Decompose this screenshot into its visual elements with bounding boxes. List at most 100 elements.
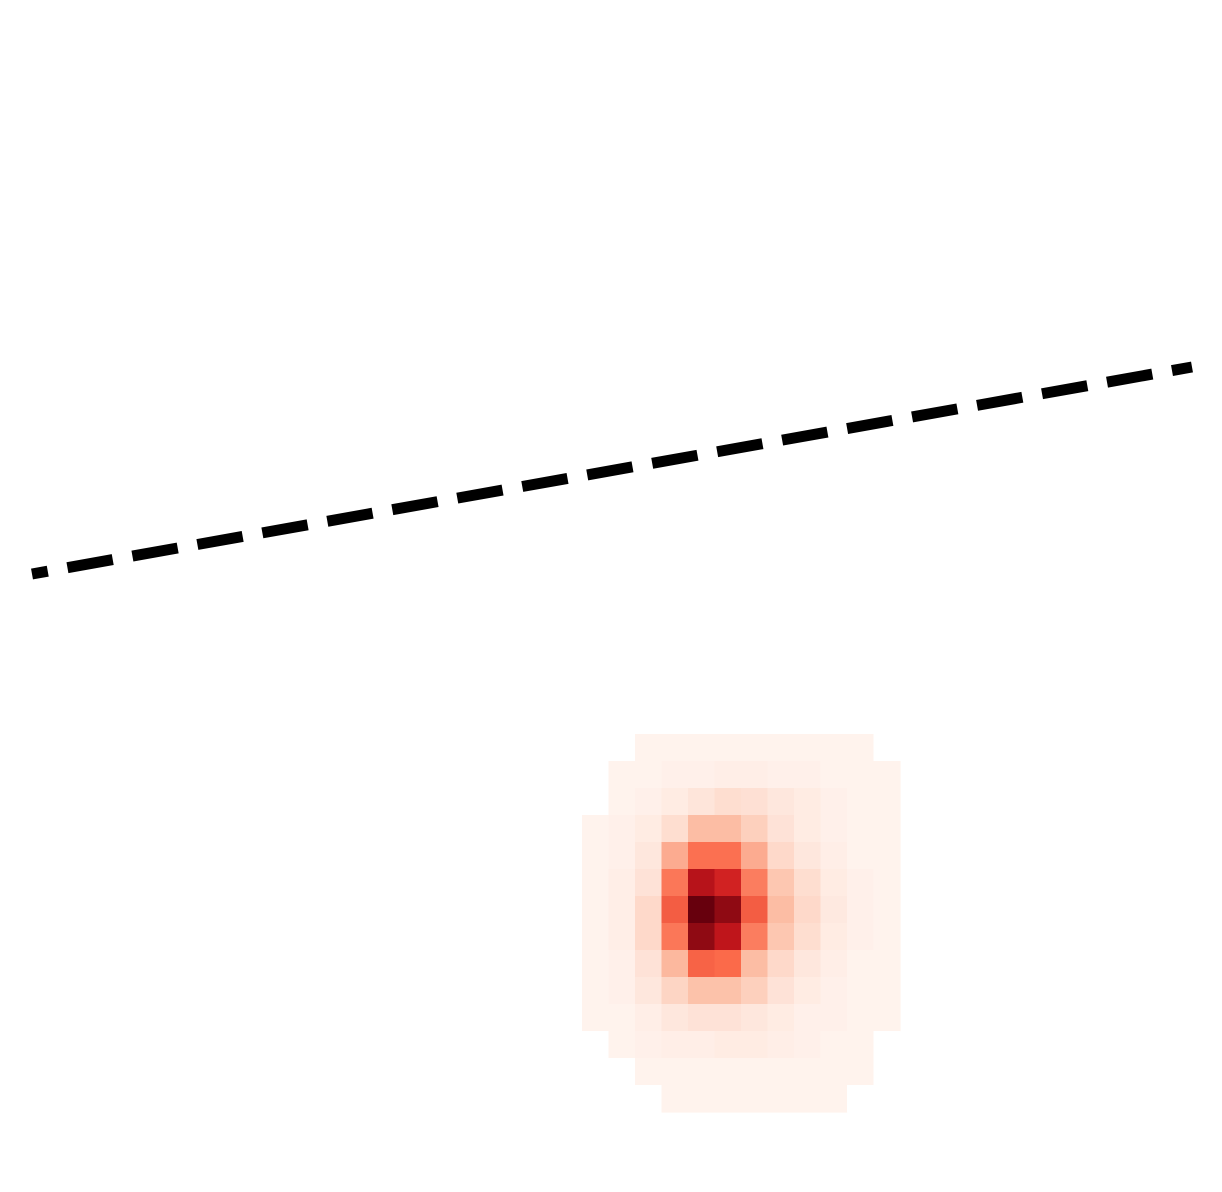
heatmap-cell — [767, 977, 795, 1005]
heatmap-cell — [820, 869, 848, 897]
heatmap-cell — [767, 761, 795, 789]
heatmap-cell — [582, 1004, 610, 1032]
heatmap-cell — [608, 896, 636, 924]
heatmap-cell — [794, 1004, 822, 1032]
heatmap-cell — [661, 734, 689, 762]
heatmap-cell — [661, 869, 689, 897]
heatmap-cell — [608, 842, 636, 870]
heatmap-cell — [794, 842, 822, 870]
heatmap-cell — [688, 734, 716, 762]
heatmap-cell — [688, 842, 716, 870]
heatmap-cell — [635, 1058, 663, 1086]
heatmap-cell — [688, 896, 716, 924]
heatmap-cell — [767, 815, 795, 843]
heatmap-cell — [820, 1058, 848, 1086]
heatmap-cell — [741, 1085, 769, 1113]
heatmap-cell — [767, 734, 795, 762]
heatmap-cell — [767, 842, 795, 870]
heatmap-cell — [635, 761, 663, 789]
heatmap-cell — [688, 950, 716, 978]
heatmap-cell — [847, 815, 875, 843]
heatmap-cell — [794, 734, 822, 762]
heatmap-cell — [661, 815, 689, 843]
heatmap-cell — [714, 815, 742, 843]
heatmap-cell — [582, 923, 610, 951]
heatmap-cell — [714, 842, 742, 870]
heatmap-cell — [794, 869, 822, 897]
heatmap-cell — [635, 734, 663, 762]
heatmap-cell — [582, 761, 610, 789]
heatmap-cell — [582, 815, 610, 843]
heatmap-cell — [582, 788, 610, 816]
heatmap-cell — [820, 842, 848, 870]
heatmap-cell — [767, 1004, 795, 1032]
heatmap-cell — [767, 923, 795, 951]
heatmap-cell — [582, 896, 610, 924]
heatmap-cell — [635, 788, 663, 816]
heatmap-cell — [767, 1058, 795, 1086]
heatmap-cell — [635, 923, 663, 951]
heatmap-cell — [873, 923, 901, 951]
heatmap-cell — [767, 1085, 795, 1113]
heatmap-cell — [847, 1085, 875, 1113]
heatmap-cell — [820, 1004, 848, 1032]
heatmap-cell — [847, 1031, 875, 1059]
heatmap-cell — [847, 869, 875, 897]
heatmap-cell — [635, 1004, 663, 1032]
heatmap-cell — [794, 923, 822, 951]
heatmap-cell — [741, 842, 769, 870]
heatmap-cell — [582, 734, 610, 762]
heatmap-cell — [608, 1058, 636, 1086]
heatmap-cell — [714, 1085, 742, 1113]
heatmap-cell — [873, 869, 901, 897]
heatmap-cell — [794, 1085, 822, 1113]
heatmap — [582, 734, 901, 1113]
heatmap-cell — [873, 734, 901, 762]
heatmap-cell — [582, 950, 610, 978]
heatmap-cell — [767, 950, 795, 978]
heatmap-cell — [847, 923, 875, 951]
heatmap-cell — [847, 842, 875, 870]
heatmap-cell — [847, 788, 875, 816]
heatmap-cell — [873, 1004, 901, 1032]
heatmap-cell — [820, 734, 848, 762]
heatmap-cell — [582, 842, 610, 870]
heatmap-cell — [873, 896, 901, 924]
heatmap-cell — [608, 734, 636, 762]
heatmap-cell — [635, 1085, 663, 1113]
heatmap-cell — [714, 950, 742, 978]
heatmap-cell — [661, 896, 689, 924]
heatmap-cell — [794, 1031, 822, 1059]
heatmap-cell — [661, 1004, 689, 1032]
heatmap-cell — [847, 761, 875, 789]
heatmap-cell — [688, 761, 716, 789]
dashed-line-series — [31, 361, 1193, 580]
heatmap-cell — [661, 1031, 689, 1059]
heatmap-cell — [794, 977, 822, 1005]
heatmap-cell — [661, 977, 689, 1005]
heatmap-cell — [873, 977, 901, 1005]
heatmap-cell — [635, 977, 663, 1005]
heatmap-cell — [688, 815, 716, 843]
heatmap-cell — [688, 977, 716, 1005]
heatmap-cell — [741, 977, 769, 1005]
heatmap-cell — [582, 1031, 610, 1059]
heatmap-cell — [582, 869, 610, 897]
heatmap-cell — [608, 869, 636, 897]
heatmap-cell — [661, 950, 689, 978]
heatmap-cell — [741, 923, 769, 951]
heatmap-cell — [688, 1058, 716, 1086]
heatmap-cell — [635, 842, 663, 870]
heatmap-cell — [794, 761, 822, 789]
heatmap-cell — [714, 1031, 742, 1059]
heatmap-cell — [741, 761, 769, 789]
heatmap-cell — [608, 761, 636, 789]
heatmap-cell — [873, 815, 901, 843]
heatmap-cell — [767, 896, 795, 924]
heatmap-cell — [688, 1085, 716, 1113]
heatmap-cell — [608, 923, 636, 951]
heatmap-cell — [847, 950, 875, 978]
heatmap-cell — [847, 734, 875, 762]
heatmap-cell — [873, 1031, 901, 1059]
heatmap-cell — [873, 1058, 901, 1086]
